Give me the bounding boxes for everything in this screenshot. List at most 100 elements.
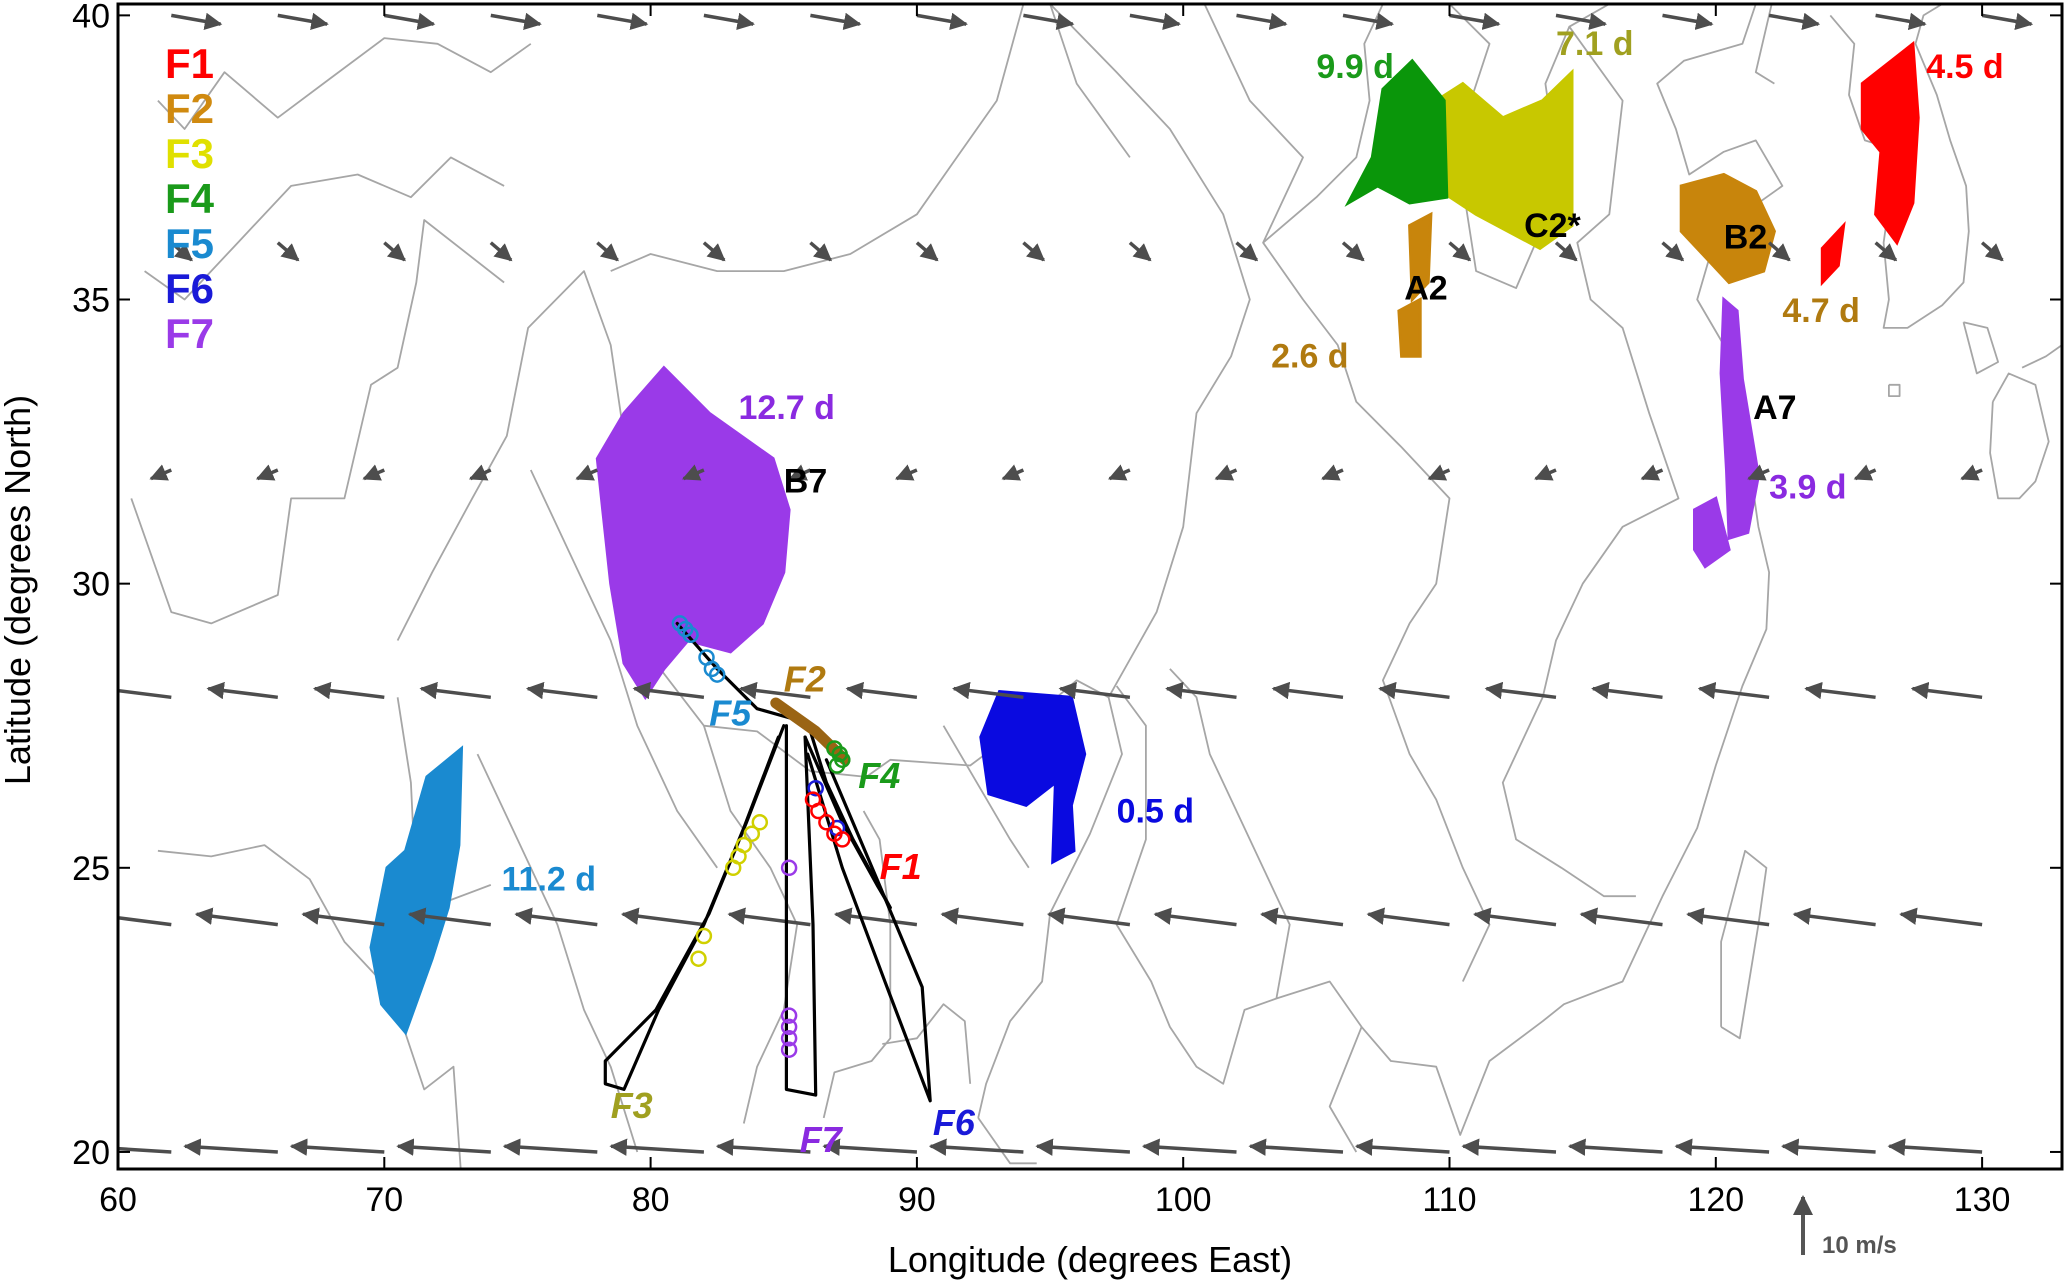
F2-region xyxy=(1679,172,1776,285)
wind-arrow xyxy=(1640,464,1664,481)
wind-arrow xyxy=(1686,907,1770,927)
coastline xyxy=(1888,383,1901,398)
F5-region xyxy=(369,745,464,1036)
region-annotation: 4.5 d xyxy=(1926,48,2003,86)
wind-arrow xyxy=(1165,681,1237,700)
wind-arrow xyxy=(809,241,833,262)
flight-label-f7: F7 xyxy=(800,1119,844,1160)
wind-arrow xyxy=(1554,241,1578,262)
wind-scale: 10 m/s xyxy=(1793,1195,1897,1259)
region-annotation: 7.1 d xyxy=(1556,25,1633,63)
wind-arrow xyxy=(1792,907,1876,927)
wind-arrow xyxy=(703,12,755,30)
wind-arrow xyxy=(915,241,939,262)
region-annotation: A2 xyxy=(1404,270,1447,308)
region-annotation: B7 xyxy=(784,463,827,501)
wind-arrow xyxy=(1260,907,1344,927)
wind-arrow xyxy=(928,1138,1024,1156)
wind-arrow xyxy=(170,241,193,262)
flight-labels: F2 F5 F4 F1 F3 F7 F6 xyxy=(611,659,976,1160)
wind-arrow xyxy=(810,12,862,30)
flight-marker-f6 xyxy=(807,779,824,797)
wind-arrow xyxy=(620,907,705,927)
flight-label-f5: F5 xyxy=(709,693,752,734)
coastline xyxy=(822,810,892,1119)
flight-label-f6: F6 xyxy=(933,1102,976,1143)
wind-arrow xyxy=(1853,464,1877,481)
F2-region xyxy=(1397,296,1422,358)
wind-arrow xyxy=(206,681,279,700)
flight-marker-f4 xyxy=(828,757,846,774)
wind-arrow xyxy=(1697,681,1770,700)
y-tick-label: 30 xyxy=(72,566,110,604)
wind-arrow xyxy=(1129,12,1181,30)
y-tick-label: 25 xyxy=(72,850,110,888)
wind-arrow xyxy=(1448,241,1472,262)
x-tick-label: 100 xyxy=(1155,1181,1212,1219)
x-tick-label: 60 xyxy=(99,1181,137,1219)
wind-arrow xyxy=(1427,464,1451,481)
wind-arrow xyxy=(1534,464,1557,481)
flight-marker-f7 xyxy=(780,1041,798,1058)
wind-arrow xyxy=(194,907,279,927)
F1-region xyxy=(1860,40,1920,246)
flight-track-f5 xyxy=(675,621,799,722)
wind-arrow xyxy=(1236,12,1288,30)
coastline xyxy=(1049,4,1131,158)
x-tick-label: 130 xyxy=(1954,1181,2011,1219)
coastline xyxy=(130,219,505,625)
flight-markers xyxy=(671,615,851,1058)
coastline xyxy=(476,753,639,1153)
y-tick-label: 40 xyxy=(72,0,110,35)
wind-arrow xyxy=(514,907,598,927)
F6-region xyxy=(979,690,1087,865)
F4-region xyxy=(1344,58,1449,207)
wind-arrow xyxy=(1366,907,1450,927)
flight-label-f1: F1 xyxy=(880,846,922,887)
wind-arrow xyxy=(118,1146,172,1154)
coastline xyxy=(1720,849,1768,1040)
wind-arrow xyxy=(596,12,649,30)
wind-arrow xyxy=(277,12,329,30)
wind-arrow xyxy=(1449,12,1501,30)
flight-marker-f1 xyxy=(834,831,851,848)
coastline xyxy=(1115,4,1784,1136)
wind-arrow xyxy=(1767,241,1791,262)
wind-scale-label: 10 m/s xyxy=(1822,1232,1897,1259)
flight-track-f6 xyxy=(806,752,932,1103)
coastline xyxy=(2021,344,2062,369)
coastline xyxy=(1829,4,1970,329)
legend-item: F3 xyxy=(165,130,214,177)
region-annotation: 12.7 d xyxy=(739,389,835,427)
wind-arrow xyxy=(1662,12,1714,30)
coastline xyxy=(1989,372,2050,500)
wind-arrow xyxy=(1141,1138,1237,1156)
region-annotation: C2* xyxy=(1524,207,1581,245)
coastline xyxy=(1328,1026,1363,1153)
legend-item: F5 xyxy=(165,220,214,267)
flight-marker-f3 xyxy=(743,825,761,842)
wind-arrow xyxy=(1035,1138,1131,1156)
wind-arrow xyxy=(362,464,385,481)
coastline xyxy=(157,37,532,130)
wind-arrow xyxy=(149,464,172,481)
wind-arrow xyxy=(894,464,918,481)
F7-region xyxy=(1693,496,1731,569)
wind-arrow xyxy=(952,681,1024,700)
coastline xyxy=(1962,321,1999,375)
wind-arrow xyxy=(1674,1138,1770,1156)
flight-marker-f5 xyxy=(682,626,699,644)
wind-arrow xyxy=(1874,241,1898,262)
wind-arrow xyxy=(788,464,812,481)
wind-arrow xyxy=(715,1138,811,1156)
x-tick-label: 110 xyxy=(1422,1181,1476,1219)
region-annotations: 9.9 d 7.1 d 4.5 d C2* B2 A2 4.7 d 2.6 d A7 3.9 d 1… xyxy=(502,25,2004,898)
wind-arrow xyxy=(1887,1138,1983,1156)
flight-label-f4: F4 xyxy=(858,755,900,796)
coastline xyxy=(655,662,1123,1119)
plot-frame xyxy=(116,2,2064,1171)
wind-arrow xyxy=(419,681,492,700)
flight-label-f3: F3 xyxy=(611,1085,653,1126)
wind-arrow xyxy=(1875,12,1927,30)
region-annotation: 0.5 d xyxy=(1117,792,1194,830)
